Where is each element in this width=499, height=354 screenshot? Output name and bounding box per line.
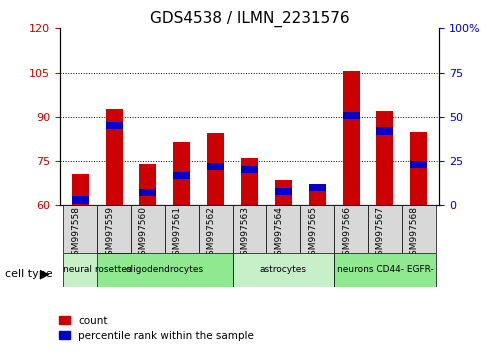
Text: GSM997568: GSM997568: [410, 206, 419, 261]
Bar: [106, 109, 123, 205]
Bar: [207, 133, 224, 205]
Bar: [309, 184, 326, 191]
Text: astrocytes: astrocytes: [260, 266, 307, 274]
FancyBboxPatch shape: [63, 253, 131, 287]
Bar: [241, 166, 258, 173]
FancyBboxPatch shape: [233, 205, 266, 253]
Bar: [376, 111, 393, 205]
Bar: [173, 172, 190, 179]
Bar: [139, 189, 156, 196]
Text: GSM997558: GSM997558: [71, 206, 80, 261]
Bar: [207, 163, 224, 170]
FancyBboxPatch shape: [334, 205, 368, 253]
Bar: [309, 189, 326, 205]
Bar: [376, 127, 393, 135]
Bar: [275, 180, 292, 205]
Text: GSM997564: GSM997564: [274, 206, 283, 261]
Bar: [410, 132, 427, 205]
Bar: [275, 188, 292, 195]
Bar: [410, 161, 427, 168]
Bar: [241, 158, 258, 205]
FancyBboxPatch shape: [165, 205, 199, 253]
FancyBboxPatch shape: [199, 205, 233, 253]
Text: GSM997565: GSM997565: [308, 206, 317, 261]
Text: GSM997563: GSM997563: [241, 206, 250, 261]
FancyBboxPatch shape: [334, 253, 436, 287]
FancyBboxPatch shape: [402, 205, 436, 253]
Text: oligodendrocytes: oligodendrocytes: [126, 266, 204, 274]
Text: GSM997562: GSM997562: [207, 206, 216, 261]
FancyBboxPatch shape: [97, 205, 131, 253]
Bar: [72, 175, 89, 205]
FancyBboxPatch shape: [97, 253, 233, 287]
Text: neural rosettes: neural rosettes: [63, 266, 131, 274]
FancyBboxPatch shape: [368, 205, 402, 253]
Text: GSM997559: GSM997559: [105, 206, 114, 261]
Text: GSM997566: GSM997566: [342, 206, 351, 261]
Bar: [343, 71, 360, 205]
Text: neurons CD44- EGFR-: neurons CD44- EGFR-: [336, 266, 433, 274]
Text: GSM997567: GSM997567: [376, 206, 385, 261]
FancyBboxPatch shape: [233, 253, 334, 287]
Legend: count, percentile rank within the sample: count, percentile rank within the sample: [55, 312, 258, 345]
Bar: [72, 196, 89, 204]
Text: GDS4538 / ILMN_2231576: GDS4538 / ILMN_2231576: [150, 11, 349, 27]
FancyBboxPatch shape: [300, 205, 334, 253]
Text: GSM997561: GSM997561: [173, 206, 182, 261]
FancyBboxPatch shape: [266, 205, 300, 253]
Text: cell type: cell type: [5, 269, 52, 279]
Bar: [106, 122, 123, 129]
Bar: [139, 164, 156, 205]
Bar: [343, 112, 360, 119]
Text: ▶: ▶: [40, 268, 50, 281]
Text: GSM997560: GSM997560: [139, 206, 148, 261]
Bar: [173, 142, 190, 205]
FancyBboxPatch shape: [63, 205, 97, 253]
FancyBboxPatch shape: [131, 205, 165, 253]
